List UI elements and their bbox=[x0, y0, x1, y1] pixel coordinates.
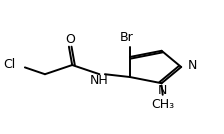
Text: O: O bbox=[65, 33, 75, 46]
Text: N: N bbox=[188, 59, 197, 72]
Text: NH: NH bbox=[90, 75, 109, 88]
Text: N: N bbox=[158, 84, 167, 97]
Text: Br: Br bbox=[120, 31, 134, 44]
Text: CH₃: CH₃ bbox=[151, 98, 174, 111]
Text: Cl: Cl bbox=[4, 58, 16, 71]
